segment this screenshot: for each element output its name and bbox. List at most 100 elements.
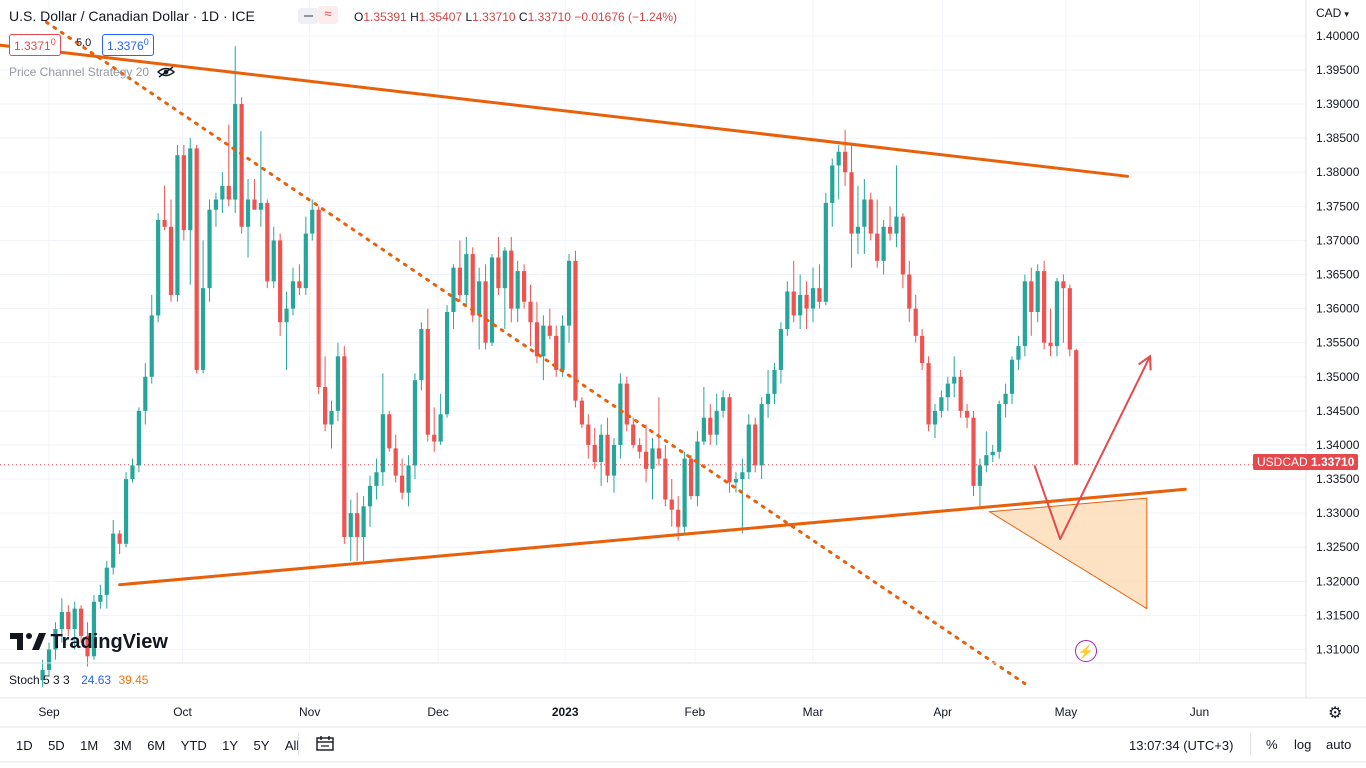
- price-tick-label: 1.33000: [1316, 506, 1360, 520]
- candle-body: [1048, 342, 1053, 347]
- candle-body: [1029, 281, 1034, 312]
- tf-all[interactable]: All: [284, 738, 300, 753]
- candle-body: [791, 291, 796, 316]
- candle-body: [971, 417, 976, 486]
- candle-body: [586, 424, 591, 445]
- candle-body: [849, 172, 854, 234]
- currency-label[interactable]: CAD ▾: [1316, 6, 1349, 20]
- candle-body: [990, 451, 995, 456]
- candle-body: [136, 410, 141, 466]
- symbol-title[interactable]: U.S. Dollar / Canadian Dollar · 1D · ICE: [9, 8, 255, 24]
- candle-body: [419, 329, 424, 381]
- candle-body: [656, 448, 662, 459]
- candle-body: [605, 434, 610, 476]
- candle-body: [509, 250, 514, 309]
- candle-body: [220, 185, 225, 200]
- candle-body: [393, 448, 398, 476]
- candle-body: [708, 417, 713, 435]
- clock[interactable]: 13:07:34 (UTC+3): [1129, 738, 1234, 753]
- settings-gear-icon[interactable]: ⚙: [1328, 705, 1343, 722]
- trendline: [0, 43, 1130, 178]
- tf-1y[interactable]: 1Y: [222, 738, 239, 753]
- candle-body: [406, 465, 411, 493]
- chevron-down-icon: ▾: [1344, 9, 1349, 19]
- tf-3m[interactable]: 3M: [113, 738, 132, 753]
- candle-body: [322, 387, 328, 425]
- lightning-icon[interactable]: ⚡: [1075, 640, 1097, 662]
- auto-toggle[interactable]: auto: [1326, 737, 1352, 752]
- price-tag-value: 1.33710: [1307, 453, 1359, 471]
- price-tick-label: 1.33500: [1316, 472, 1360, 486]
- candle-body: [868, 199, 873, 234]
- header-title[interactable]: U.S. Dollar / Canadian Dollar · 1D · ICE: [9, 8, 255, 24]
- candle-body: [91, 601, 97, 657]
- approx-icon[interactable]: ≈: [318, 6, 338, 24]
- price-tick-label: 1.36500: [1316, 268, 1360, 282]
- candle-body: [444, 312, 450, 415]
- tf-1d[interactable]: 1D: [16, 738, 33, 753]
- tf-5y[interactable]: 5Y: [253, 738, 270, 753]
- tf-1m[interactable]: 1M: [80, 738, 99, 753]
- stoch-legend[interactable]: Stoch 5 3 3 24.63 39.45: [9, 673, 149, 687]
- candle-body: [920, 335, 925, 364]
- spread-value: 5.0: [76, 37, 92, 49]
- arrow-head-icon: [1138, 354, 1152, 371]
- tf-ytd[interactable]: YTD: [180, 738, 207, 753]
- price-tick-label: 1.31000: [1316, 643, 1360, 657]
- candle-body: [887, 226, 893, 234]
- candle-body: [785, 291, 790, 330]
- projection-arrow: [1033, 355, 1151, 541]
- candle-body: [817, 288, 822, 302]
- visibility-toggle[interactable]: [298, 8, 318, 24]
- candle-body: [952, 376, 957, 384]
- trendline: [118, 487, 1187, 587]
- price-tick-label: 1.32500: [1316, 540, 1360, 554]
- candle-body: [964, 410, 970, 418]
- ohlc-readout: O1.35391 H1.35407 L1.33710 C1.33710 −0.0…: [354, 10, 678, 24]
- candle-body: [522, 271, 527, 302]
- candle-body: [727, 397, 732, 483]
- candle-body: [894, 216, 899, 234]
- candle-body: [342, 356, 347, 537]
- candle-body: [470, 254, 475, 316]
- buy-price-box[interactable]: 1.33760: [102, 34, 154, 56]
- time-tick-label: Mar: [803, 705, 824, 719]
- candle-body: [316, 209, 321, 387]
- candle-body: [836, 151, 841, 166]
- candle-body: [239, 104, 244, 227]
- eye-hidden-icon[interactable]: [156, 65, 176, 79]
- candle-body: [284, 308, 289, 323]
- candle-body: [637, 444, 642, 452]
- percent-toggle[interactable]: %: [1266, 737, 1278, 752]
- candle-body: [79, 608, 84, 636]
- price-tick-label: 1.36000: [1316, 302, 1360, 316]
- candle-body: [945, 383, 950, 398]
- candle-body: [40, 669, 45, 681]
- price-tick-label: 1.39000: [1316, 97, 1360, 111]
- candle-body: [233, 104, 238, 200]
- candle-body: [290, 281, 296, 309]
- log-toggle[interactable]: log: [1294, 737, 1312, 752]
- minus-icon: [303, 15, 313, 17]
- sell-price-box[interactable]: 1.33710: [9, 34, 61, 56]
- candle-body: [534, 322, 540, 357]
- tf-5d[interactable]: 5D: [48, 738, 65, 753]
- candle-body: [823, 202, 828, 302]
- candle-body: [669, 499, 674, 510]
- candle-body: [111, 533, 116, 568]
- candle-body: [714, 410, 719, 435]
- candle-body: [335, 356, 341, 411]
- indicator-legend[interactable]: Price Channel Strategy 20: [9, 65, 176, 79]
- time-tick-label: Oct: [173, 705, 192, 719]
- candle-body: [599, 434, 604, 462]
- date-range-icon[interactable]: [316, 736, 334, 757]
- price-tick-label: 1.38500: [1316, 131, 1360, 145]
- candle-body: [618, 383, 623, 445]
- stoch-d-value: 39.45: [118, 673, 149, 687]
- candles-layer: [40, 46, 1079, 687]
- tf-6m[interactable]: 6M: [147, 738, 166, 753]
- dotted-trendline: [44, 20, 1027, 686]
- candle-body: [477, 281, 482, 316]
- candle-body: [387, 414, 392, 449]
